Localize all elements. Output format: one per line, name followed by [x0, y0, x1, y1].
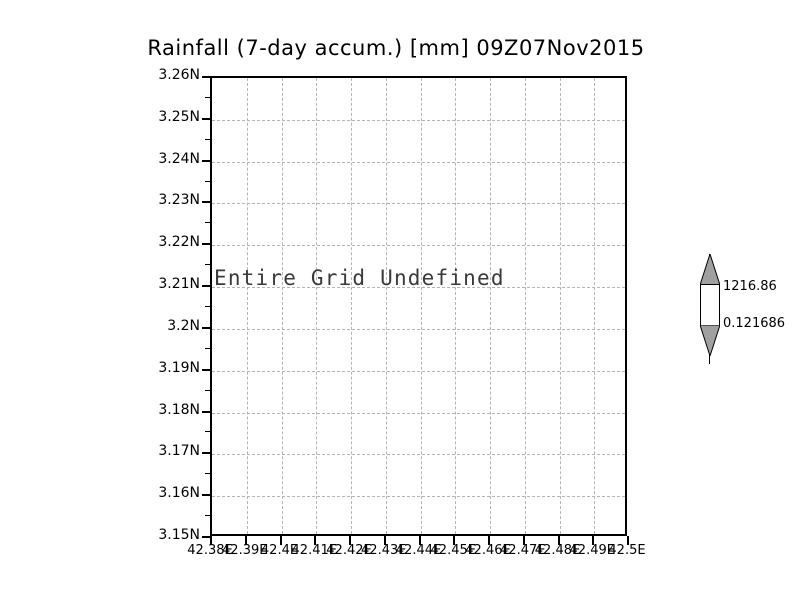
grid-layer	[212, 78, 625, 534]
y-axis-tick-label: 3.19N	[158, 359, 200, 376]
gridline-horizontal	[212, 203, 625, 205]
gridline-vertical	[316, 78, 318, 534]
x-axis-tick	[557, 536, 560, 545]
gridline-horizontal	[212, 496, 625, 498]
gridline-horizontal	[212, 412, 625, 414]
y-axis-minor-tick	[205, 389, 211, 391]
gridline-vertical	[490, 78, 491, 534]
x-axis-tick-label: 42.39E	[222, 543, 268, 558]
gridline-horizontal	[212, 245, 625, 247]
x-axis-tick-label: 42.44E	[395, 543, 442, 558]
y-axis-tick-label: 3.2N	[167, 317, 200, 334]
y-axis-minor-tick	[205, 515, 211, 517]
y-axis-tick-label: 3.18N	[158, 401, 200, 418]
y-axis-minor-tick	[205, 96, 211, 98]
x-axis-tick	[279, 536, 282, 545]
y-axis-minor-tick	[205, 138, 211, 140]
y-axis-tick-label: 3.16N	[158, 485, 200, 502]
x-axis-tick	[383, 536, 386, 545]
gridline-horizontal	[212, 454, 625, 456]
y-axis-minor-tick	[205, 264, 211, 266]
x-axis-tick	[627, 536, 629, 545]
colorbar-legend	[699, 254, 721, 364]
y-axis-tick	[202, 117, 211, 120]
gridline-vertical	[351, 78, 352, 534]
x-axis-tick-label: 42.45E	[430, 543, 476, 558]
x-axis-tick-label: 42.43E	[361, 543, 407, 558]
colorbar-range-box	[700, 284, 720, 326]
x-axis-tick	[418, 536, 421, 545]
gridline-vertical	[524, 78, 526, 534]
plot-area	[210, 76, 627, 536]
y-axis-tick-label: 3.23N	[158, 192, 200, 209]
y-axis-tick-label: 3.22N	[158, 234, 200, 251]
x-axis-tick-label: 42.38E	[187, 543, 233, 558]
gridline-horizontal	[212, 119, 625, 121]
x-axis-tick	[592, 536, 595, 545]
y-axis-tick	[202, 326, 211, 329]
y-axis-tick	[202, 494, 211, 497]
colorbar-over-arrow-icon	[700, 254, 720, 285]
y-axis-minor-tick	[205, 473, 211, 475]
y-axis-minor-tick	[205, 222, 211, 224]
colorbar-under-arrow-icon	[700, 325, 720, 356]
y-axis-tick	[202, 159, 211, 162]
x-axis-tick-label: 42.47E	[500, 543, 546, 558]
colorbar-max-label: 1216.86	[723, 279, 777, 294]
x-axis-tick	[244, 536, 247, 545]
x-axis-tick	[488, 536, 490, 545]
x-axis-tick	[453, 536, 456, 545]
x-axis-tick-label: 42.46E	[465, 543, 511, 558]
y-axis-tick-labels: 3.26N 3.25N 3.24N 3.23N 3.22N 3.21N 3.2N 3.19N 3…	[0, 0, 200, 612]
x-axis-tick	[522, 536, 525, 545]
y-axis-tick-label: 3.24N	[158, 150, 200, 167]
gridline-vertical	[420, 78, 422, 534]
y-axis-minor-tick	[205, 306, 211, 307]
y-axis-tick	[202, 452, 211, 455]
y-axis-tick	[202, 410, 211, 413]
y-axis-tick-label: 3.15N	[158, 527, 200, 543]
x-axis-tick-label: 42.49E	[569, 543, 615, 558]
y-axis-tick	[202, 76, 211, 78]
entire-grid-undefined-message: Entire Grid Undefined	[214, 266, 505, 290]
x-axis-tick-label: 42.41E	[291, 543, 337, 558]
x-axis-tick	[349, 536, 351, 545]
x-axis-tick-label: 42.48E	[534, 543, 581, 558]
y-axis-tick-label: 3.26N	[158, 67, 200, 83]
y-axis-tick	[202, 243, 211, 246]
y-axis-tick	[202, 536, 211, 538]
gridline-vertical	[455, 78, 457, 534]
gridline-horizontal	[212, 161, 625, 163]
y-axis-tick	[202, 201, 211, 204]
y-axis-tick-label: 3.21N	[158, 276, 200, 293]
y-axis-tick-label: 3.25N	[158, 108, 200, 125]
gridline-vertical	[281, 78, 283, 534]
gridline-horizontal	[212, 328, 625, 330]
gridline-horizontal	[212, 287, 625, 289]
gridline-horizontal	[212, 370, 625, 372]
gridline-vertical	[594, 78, 596, 534]
x-axis-tick-label: 42.42E	[326, 543, 372, 558]
x-axis-tick	[210, 536, 212, 545]
y-axis-minor-tick	[205, 431, 211, 433]
y-axis-tick	[202, 285, 211, 288]
colorbar-min-label: 0.121686	[723, 316, 786, 331]
gridline-vertical	[385, 78, 387, 534]
x-axis-tick-label: 42.5E	[608, 543, 646, 558]
gridline-vertical	[559, 78, 561, 534]
y-axis-tick-label: 3.17N	[158, 443, 200, 460]
x-axis-tick	[314, 536, 317, 545]
x-axis-tick-label: 42.4E	[260, 543, 299, 558]
y-axis-minor-tick	[205, 347, 211, 349]
y-axis-minor-tick	[205, 180, 211, 182]
page-title: Rainfall (7-day accum.) [mm] 09Z07Nov201…	[147, 36, 645, 60]
y-axis-tick	[202, 368, 211, 371]
gridline-vertical	[246, 78, 248, 534]
